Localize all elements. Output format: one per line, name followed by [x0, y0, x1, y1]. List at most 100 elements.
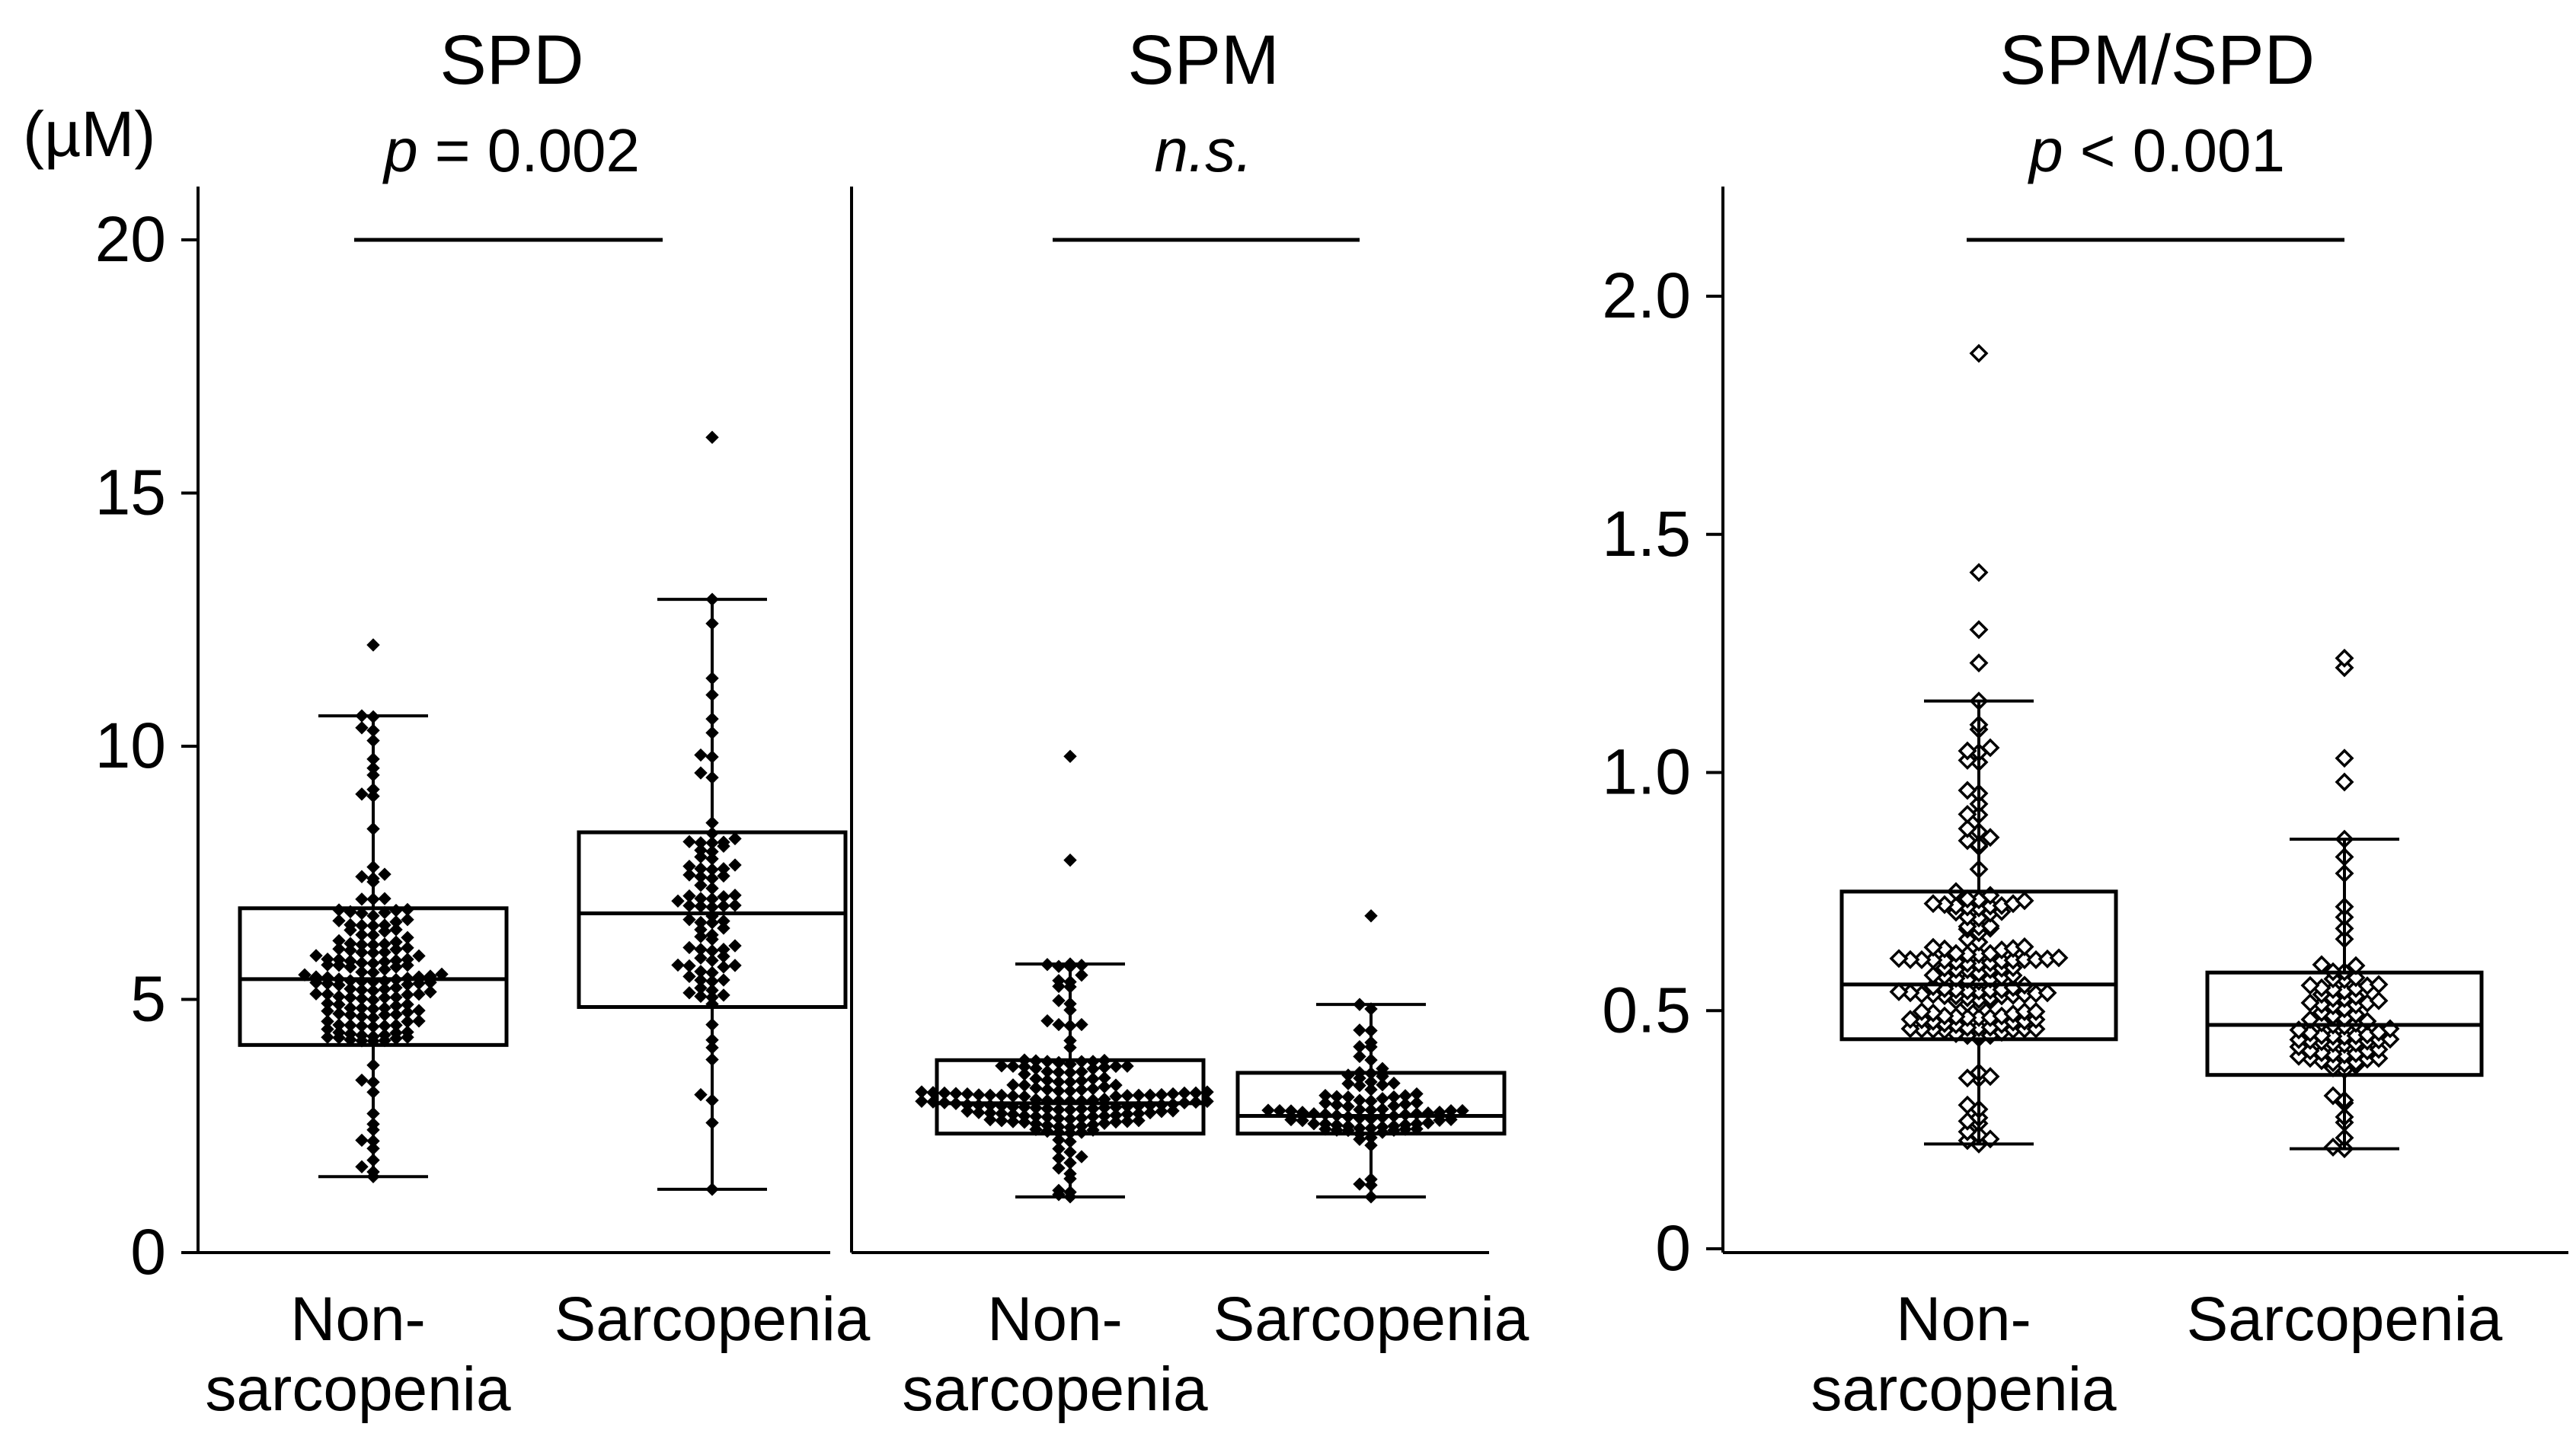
- data-point: [1063, 1094, 1077, 1108]
- data-point: [705, 892, 719, 906]
- data-point: [389, 903, 403, 918]
- data-point: [1132, 1113, 1146, 1128]
- data-point: [1155, 1087, 1168, 1102]
- data-point: [717, 950, 730, 963]
- data-point: [1353, 1039, 1366, 1054]
- data-point: [355, 1160, 369, 1173]
- data-point: [1969, 620, 1989, 640]
- data-point: [1958, 929, 1977, 949]
- data-point: [682, 959, 696, 973]
- data-point: [1376, 1092, 1389, 1106]
- data-point: [1040, 1013, 1054, 1028]
- data-point: [995, 1088, 1008, 1103]
- data-point: [1364, 909, 1378, 923]
- data-point: [938, 1086, 951, 1100]
- data-point: [1098, 1100, 1111, 1115]
- data-point: [401, 1014, 414, 1029]
- data-point: [355, 721, 369, 735]
- data-point: [705, 983, 719, 998]
- data-point: [1006, 1115, 1020, 1128]
- data-point: [1052, 1055, 1066, 1070]
- data-point: [1075, 1150, 1088, 1164]
- data-point: [995, 1114, 1008, 1128]
- data-point: [1086, 1118, 1100, 1132]
- data-point: [2289, 1029, 2309, 1049]
- data-point: [1052, 1094, 1066, 1108]
- data-point: [1398, 1097, 1412, 1111]
- data-point: [378, 955, 392, 969]
- data-point: [378, 905, 392, 920]
- data-point: [1980, 738, 2000, 758]
- data-point: [1958, 917, 1977, 937]
- data-point: [717, 973, 730, 987]
- data-point: [344, 1018, 357, 1033]
- data-point: [694, 850, 708, 864]
- data-point: [694, 923, 708, 937]
- data-point: [389, 990, 403, 1004]
- data-point: [344, 1001, 357, 1015]
- data-point: [1052, 994, 1066, 1007]
- data-point: [401, 988, 414, 1002]
- data-point: [1040, 1083, 1054, 1096]
- data-point: [321, 997, 334, 1010]
- significance-label: p = 0.002: [382, 117, 640, 184]
- data-point: [1421, 1116, 1435, 1130]
- data-point: [1969, 343, 1989, 363]
- data-point: [412, 988, 426, 1001]
- data-point: [1387, 1076, 1401, 1090]
- data-point: [378, 918, 392, 932]
- data-point: [1052, 974, 1066, 988]
- data-point: [705, 836, 719, 850]
- data-point: [682, 889, 696, 903]
- data-point: [682, 986, 696, 1000]
- data-point: [1006, 1089, 1020, 1103]
- y-tick-label: 5: [130, 963, 166, 1035]
- data-point: [389, 981, 403, 994]
- data-point: [694, 973, 708, 987]
- data-point: [1364, 1094, 1378, 1108]
- y-tick-label: 1.5: [1602, 498, 1691, 570]
- data-point: [412, 1004, 426, 1017]
- data-point: [2015, 937, 2034, 956]
- data-point: [1029, 1109, 1043, 1123]
- data-point: [705, 852, 719, 866]
- data-point: [378, 892, 392, 905]
- data-point: [1052, 1161, 1066, 1175]
- data-point: [694, 1087, 708, 1102]
- data-point: [728, 858, 742, 872]
- data-point: [1109, 1108, 1123, 1122]
- box-sarcopenia: [1235, 909, 1507, 1204]
- category-label: sarcopenia: [1811, 1355, 2117, 1424]
- data-point: [366, 928, 380, 942]
- data-point: [1018, 1109, 1031, 1123]
- data-point: [378, 991, 392, 1004]
- data-point: [915, 1085, 928, 1099]
- data-point: [1052, 1065, 1066, 1079]
- data-point: [1410, 1117, 1424, 1131]
- data-point: [1052, 1075, 1066, 1089]
- data-point: [2380, 1029, 2400, 1049]
- data-point: [1029, 1093, 1043, 1106]
- data-point: [366, 1002, 380, 1016]
- data-point: [389, 1026, 403, 1040]
- data-point: [401, 913, 414, 927]
- data-point: [1098, 1060, 1111, 1074]
- data-point: [1889, 982, 1909, 1001]
- data-point: [366, 984, 380, 998]
- data-point: [366, 1029, 380, 1043]
- data-point: [1364, 1083, 1378, 1096]
- data-point: [1398, 1118, 1412, 1132]
- data-point: [1109, 1090, 1123, 1103]
- data-point: [2015, 891, 2034, 911]
- data-point: [309, 949, 323, 962]
- data-point: [1086, 1102, 1100, 1116]
- data-point: [705, 928, 719, 942]
- data-point: [682, 868, 696, 882]
- data-point: [1330, 1098, 1344, 1112]
- data-point: [682, 940, 696, 955]
- data-point: [1063, 749, 1077, 764]
- box-non-sarcopenia: [238, 638, 509, 1183]
- data-point: [1075, 1083, 1088, 1096]
- data-point: [1063, 853, 1077, 867]
